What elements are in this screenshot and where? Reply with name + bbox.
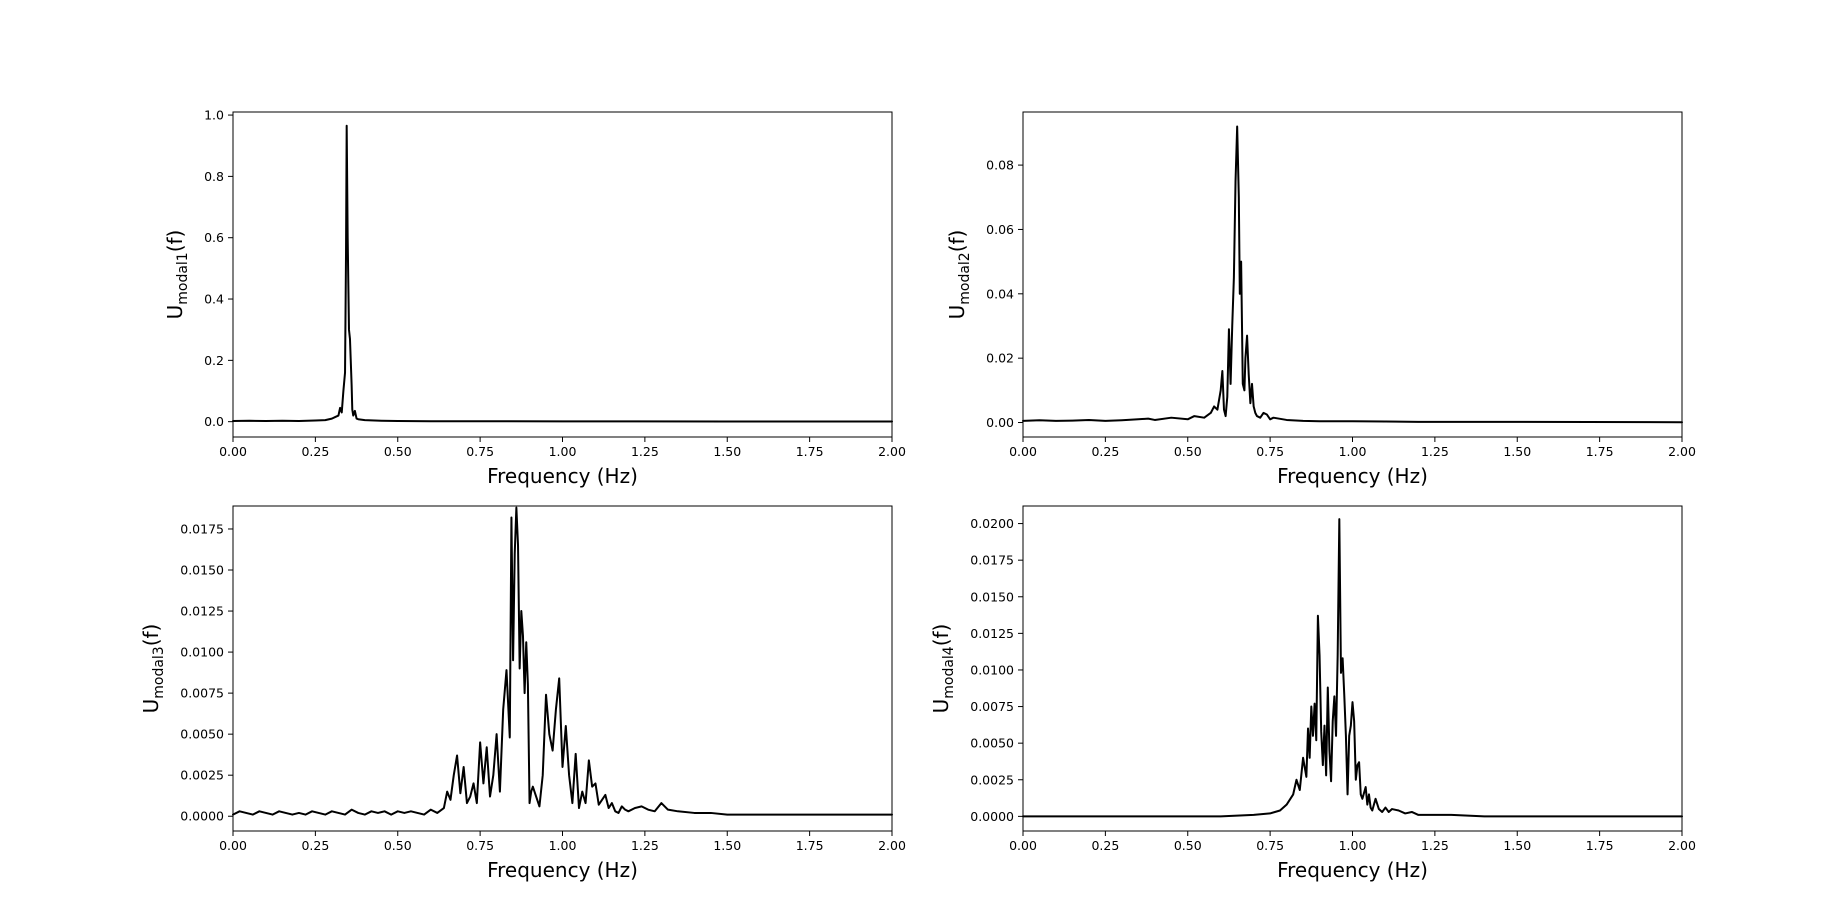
y-tick-label: 0.0125: [970, 626, 1014, 641]
y-tick-label: 0.0050: [970, 736, 1014, 751]
x-tick-label: 0.50: [1174, 838, 1202, 853]
subplot-3: 0.00 0.25 0.50 0.75 1.00 1.25 1.50 1.75 2.00 0.00…: [139, 505, 906, 882]
y-tick-label: 0.6: [204, 230, 224, 245]
x-axis-label: Frequency (Hz): [487, 464, 638, 488]
y-axis-label-subscript: modal1: [175, 252, 191, 304]
x-tick-label: 2.00: [878, 444, 906, 459]
x-tick-label: 0.75: [466, 838, 494, 853]
x-tick-label: 0.75: [1256, 444, 1284, 459]
y-axis-label-suffix: (f): [929, 624, 953, 647]
y-axis-label: Umodal3(f): [139, 624, 167, 714]
y-tick-label: 0.0125: [180, 604, 224, 619]
spectrum-line-4: [1022, 518, 1683, 818]
y-tick-label: 0.0025: [180, 768, 224, 783]
x-tick-label: 1.50: [713, 444, 741, 459]
spectrum-line-1: [232, 124, 893, 423]
x-tick-label: 2.00: [1668, 444, 1696, 459]
x-tick-label: 1.75: [1586, 838, 1614, 853]
x-tick-label: 1.50: [1503, 838, 1531, 853]
y-axis-label: Umodal4(f): [929, 624, 957, 714]
y-tick-label: 0.00: [986, 415, 1014, 430]
spectrum-line-3: [232, 506, 893, 816]
x-axis-label: Frequency (Hz): [487, 858, 638, 882]
x-tick-label: 0.50: [384, 838, 412, 853]
y-tick-label: 0.02: [986, 351, 1014, 366]
x-tick-label: 2.00: [878, 838, 906, 853]
x-tick-label: 1.25: [631, 444, 659, 459]
y-axis-label-subscript: modal3: [151, 646, 167, 698]
x-tick-label: 0.00: [219, 838, 247, 853]
x-tick-label: 1.50: [713, 838, 741, 853]
x-tick-label: 2.00: [1668, 838, 1696, 853]
y-tick-label: 0.8: [204, 169, 224, 184]
x-tick-label: 1.00: [1339, 838, 1367, 853]
x-tick-label: 0.50: [1174, 444, 1202, 459]
x-tick-label: 1.75: [1586, 444, 1614, 459]
x-tick-label: 0.00: [1009, 838, 1037, 853]
y-axis-label-base: U: [929, 699, 953, 714]
x-tick-label: 0.25: [1091, 838, 1119, 853]
y-axis-label-suffix: (f): [163, 230, 187, 253]
y-tick-label: 1.0: [204, 108, 224, 123]
plot-frame: [232, 505, 893, 832]
y-axis-label-base: U: [945, 305, 969, 320]
y-tick-label: 0.2: [204, 353, 224, 368]
y-tick-label: 0.0025: [970, 772, 1014, 787]
y-tick-label: 0.0050: [180, 727, 224, 742]
x-axis-label: Frequency (Hz): [1277, 464, 1428, 488]
y-tick-label: 0.06: [986, 222, 1014, 237]
y-axis-label-subscript: modal4: [941, 646, 957, 699]
y-axis-label-base: U: [139, 699, 163, 714]
y-axis-label: Umodal1(f): [163, 230, 191, 320]
x-tick-label: 1.25: [1421, 444, 1449, 459]
y-axis-label: Umodal2(f): [945, 230, 973, 320]
x-tick-label: 0.50: [384, 444, 412, 459]
y-tick-label: 0.0075: [970, 699, 1014, 714]
x-tick-label: 1.00: [1339, 444, 1367, 459]
y-tick-label: 0.04: [986, 286, 1014, 301]
y-tick-label: 0.0075: [180, 686, 224, 701]
x-tick-label: 0.75: [466, 444, 494, 459]
y-tick-label: 0.0000: [970, 809, 1014, 824]
y-axis-label-subscript: modal2: [957, 252, 973, 304]
x-tick-label: 0.25: [301, 444, 329, 459]
subplot-1: 0.00 0.25 0.50 0.75 1.00 1.25 1.50 1.75 2.00 0.0 0…: [163, 108, 906, 488]
x-tick-label: 1.25: [631, 838, 659, 853]
x-tick-label: 0.25: [1091, 444, 1119, 459]
y-tick-label: 0.08: [986, 158, 1014, 173]
subplot-4: 0.00 0.25 0.50 0.75 1.00 1.25 1.50 1.75 2.00 0.00…: [929, 505, 1696, 882]
plot-frame: [1022, 111, 1683, 438]
y-tick-label: 0.0200: [970, 516, 1014, 531]
y-tick-label: 0.0175: [180, 521, 224, 536]
y-axis-label-suffix: (f): [945, 230, 969, 253]
y-tick-label: 0.0000: [180, 809, 224, 824]
x-tick-label: 0.75: [1256, 838, 1284, 853]
y-tick-label: 0.0150: [970, 589, 1014, 604]
y-axis-label-base: U: [163, 305, 187, 320]
x-tick-label: 1.25: [1421, 838, 1449, 853]
x-tick-label: 1.75: [796, 444, 824, 459]
spectrum-line-2: [1022, 125, 1683, 424]
x-tick-label: 0.00: [219, 444, 247, 459]
plot-frame: [1022, 505, 1683, 832]
y-tick-label: 0.0150: [180, 563, 224, 578]
y-tick-label: 0.0100: [180, 645, 224, 660]
y-axis-label-suffix: (f): [139, 624, 163, 647]
y-tick-label: 0.0175: [970, 553, 1014, 568]
x-tick-label: 1.00: [549, 444, 577, 459]
x-tick-label: 1.50: [1503, 444, 1531, 459]
plot-frame: [232, 111, 893, 438]
x-tick-label: 1.75: [796, 838, 824, 853]
y-tick-label: 0.0: [204, 414, 224, 429]
x-tick-label: 1.00: [549, 838, 577, 853]
x-tick-label: 0.00: [1009, 444, 1037, 459]
subplot-2: 0.00 0.25 0.50 0.75 1.00 1.25 1.50 1.75 2.00 0.00…: [945, 111, 1696, 488]
x-tick-label: 0.25: [301, 838, 329, 853]
y-tick-label: 0.4: [204, 292, 224, 307]
x-axis-label: Frequency (Hz): [1277, 858, 1428, 882]
y-tick-label: 0.0100: [970, 662, 1014, 677]
